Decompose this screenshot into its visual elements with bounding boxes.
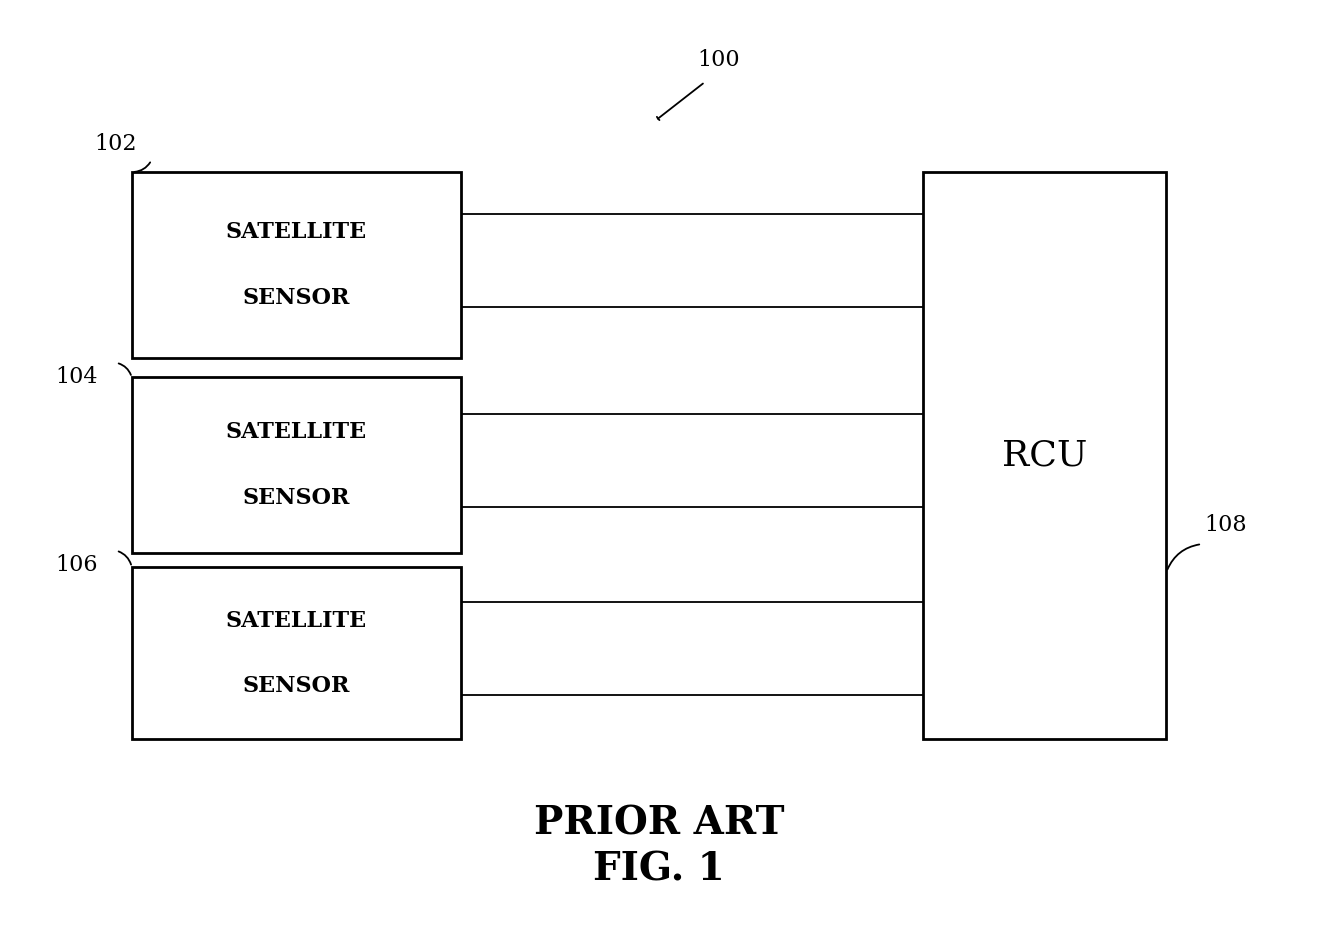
Text: RCU: RCU — [1002, 439, 1087, 472]
Text: 106: 106 — [55, 553, 98, 576]
Bar — [132, 377, 461, 553]
Text: 100: 100 — [697, 49, 739, 72]
Text: SATELLITE: SATELLITE — [225, 610, 368, 631]
Text: SATELLITE: SATELLITE — [225, 421, 368, 444]
Text: 108: 108 — [1205, 514, 1247, 537]
Text: FIG. 1: FIG. 1 — [593, 851, 725, 888]
Text: SATELLITE: SATELLITE — [225, 221, 368, 244]
Text: SENSOR: SENSOR — [243, 675, 351, 697]
Bar — [923, 172, 1166, 739]
Text: SENSOR: SENSOR — [243, 486, 351, 509]
Bar — [132, 172, 461, 358]
Text: SENSOR: SENSOR — [243, 286, 351, 309]
Bar — [132, 567, 461, 739]
Text: 104: 104 — [55, 365, 98, 388]
Text: 102: 102 — [95, 133, 137, 155]
Text: PRIOR ART: PRIOR ART — [534, 804, 784, 842]
